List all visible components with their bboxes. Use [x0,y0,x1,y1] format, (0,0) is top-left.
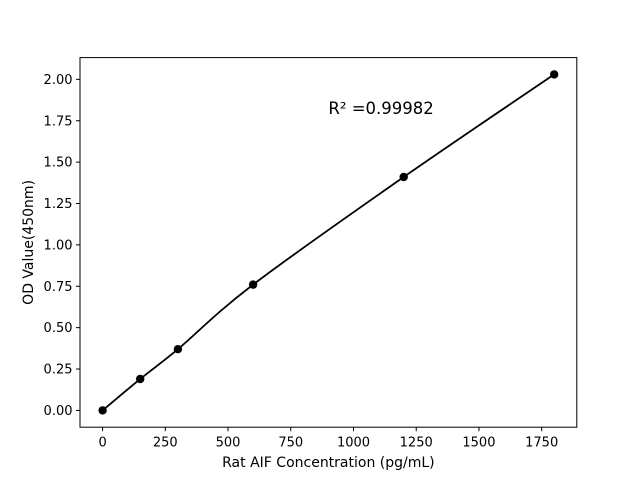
x-tick-label: 1500 [462,436,495,451]
y-tick-label: 0.00 [44,404,73,419]
y-tick-label: 0.50 [44,321,73,336]
data-point-marker [550,70,559,79]
x-tick-label: 1000 [337,436,370,451]
y-tick-label: 0.25 [44,363,73,378]
data-point-marker [98,406,107,415]
fit-line [102,73,555,412]
y-tick-label: 1.75 [44,114,73,129]
plot-frame [79,57,578,428]
y-tick-label: 0.75 [44,280,73,295]
data-points [98,70,559,415]
data-point-marker [173,345,183,354]
y-axis-ticks: 0.00 0.25 0.50 0.75 1.00 1.25 1.50 1.75 2.00 [44,73,80,419]
y-axis-label: OD Value(450nm) [21,180,37,305]
x-tick-label: 0 [98,436,106,451]
x-tick-label: 750 [278,436,303,451]
y-tick-label: 2.00 [44,73,73,88]
series-standard-curve [98,70,559,415]
data-point-marker [248,280,258,289]
data-point-marker [136,374,145,384]
x-axis-label: Rat AIF Concentration (pg/mL) [222,455,435,471]
x-tick-label: 500 [216,436,241,451]
data-point-marker [399,172,408,182]
r-squared-annotation: R² =0.99982 [328,99,433,118]
y-tick-label: 1.00 [44,238,73,253]
y-tick-label: 1.50 [44,156,73,171]
x-tick-label: 1750 [525,436,558,451]
x-tick-label: 250 [153,436,178,451]
x-tick-label: 1250 [400,436,433,451]
x-axis-ticks: 0 250 500 750 1000 1250 1500 1750 [98,427,558,451]
y-tick-label: 1.25 [44,197,73,212]
